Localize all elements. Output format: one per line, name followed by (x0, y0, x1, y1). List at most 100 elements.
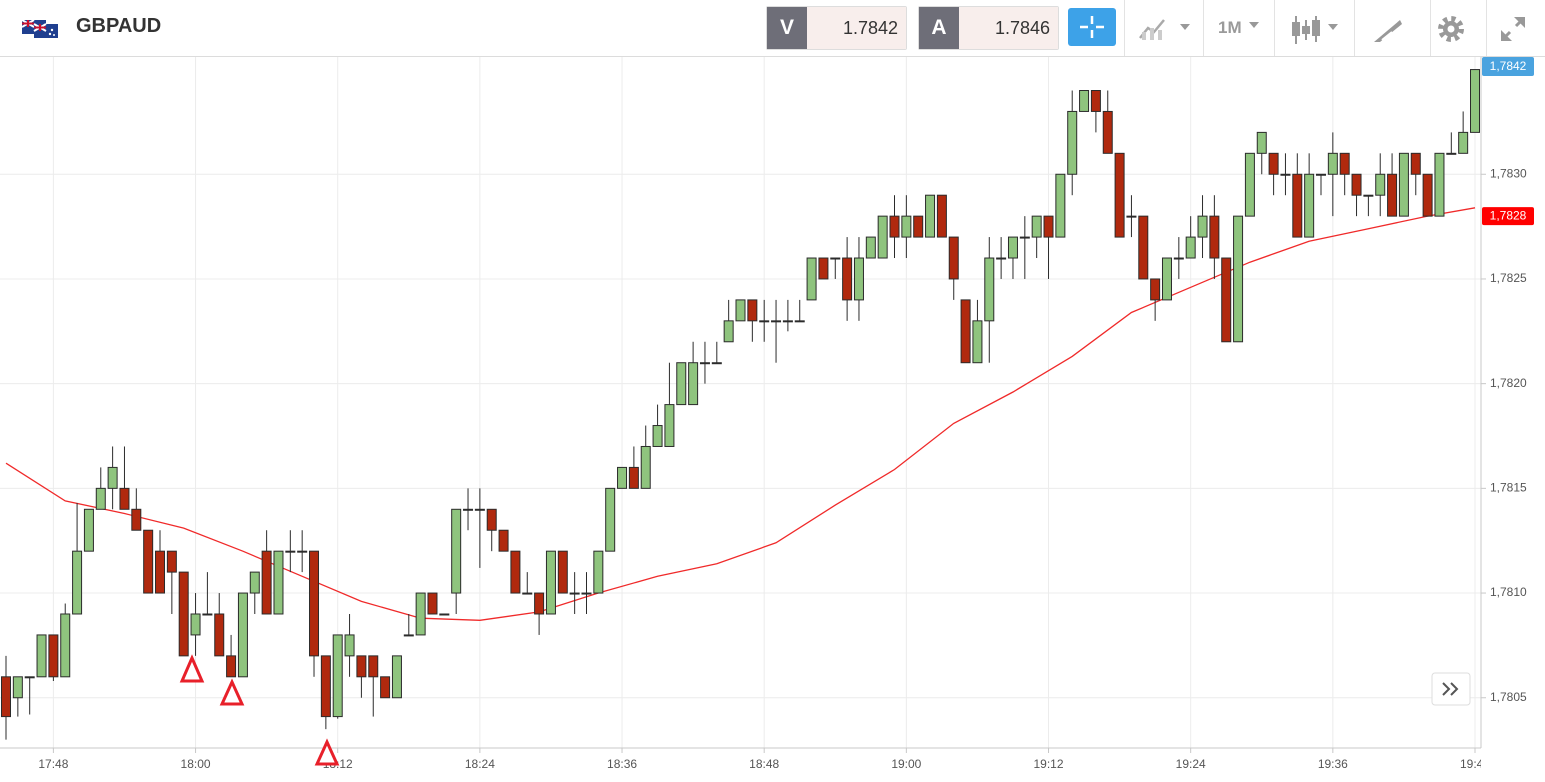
x-tick-label: 18:00 (181, 757, 211, 771)
bid-price: 1.7842 (807, 7, 906, 49)
candle-body (830, 257, 841, 260)
candle-body (178, 571, 189, 657)
candle-body (1233, 215, 1244, 343)
settings-button[interactable] (1436, 14, 1466, 44)
candle-body (166, 550, 177, 573)
y-tick-label: 1,7805 (1490, 690, 1527, 704)
candle-body (865, 236, 876, 259)
candle-body (320, 655, 331, 718)
candle-body (853, 257, 864, 301)
candle-body (451, 508, 462, 594)
ask-box[interactable]: A 1.7846 (918, 6, 1059, 50)
candle-body (155, 550, 166, 594)
candle-body (273, 550, 284, 615)
crosshair-button[interactable] (1068, 8, 1116, 46)
ask-label: A (919, 7, 959, 49)
candle-body (984, 257, 995, 322)
candle-body (474, 508, 485, 511)
timeframe-button[interactable]: 1M (1218, 18, 1242, 37)
candle-body (782, 320, 793, 323)
signal-marker (179, 654, 205, 683)
candle-body (72, 550, 83, 615)
x-tick-label: 18:48 (749, 757, 779, 771)
candle-body (1185, 236, 1196, 259)
candle-body (688, 362, 699, 406)
y-tick-label: 1,7825 (1490, 271, 1527, 285)
candle-body (877, 215, 888, 259)
candle-body (1446, 152, 1457, 155)
candle-type-button[interactable] (1290, 14, 1346, 46)
y-axis: 1,7805 1,7810 1,7815 1,7820 1,7825 1,7830 1,78… (1481, 166, 1534, 704)
candle-body (1280, 173, 1291, 176)
candle-body (1, 676, 11, 718)
candle-body (735, 299, 746, 322)
y-tick-label: 1,7815 (1490, 481, 1527, 495)
candle-body (131, 508, 142, 531)
candle-body (249, 571, 260, 594)
candle-body (711, 362, 722, 365)
candle-body (297, 550, 308, 553)
x-tick-label: 19:48 (1460, 757, 1490, 771)
candle-body (427, 592, 438, 615)
candle-body (1079, 90, 1090, 112)
candle-body (889, 215, 900, 238)
candle-body (1315, 173, 1326, 176)
candle-body (143, 529, 154, 594)
scroll-button[interactable] (1431, 672, 1471, 706)
flag-icon (22, 20, 58, 38)
candle-body (972, 320, 983, 364)
candle-body (356, 655, 367, 678)
separator (1203, 0, 1204, 56)
candles (1, 69, 1480, 740)
candle-body (498, 529, 509, 552)
bid-box[interactable]: V 1.7842 (766, 6, 907, 50)
signal-marker (314, 738, 340, 766)
candle-body (534, 592, 545, 615)
candle-body (1422, 173, 1433, 217)
candle-body (1197, 215, 1208, 238)
ma-price-marker (1482, 207, 1534, 226)
candle-body (1031, 215, 1042, 238)
candle-body (486, 508, 497, 531)
candle-body (628, 466, 639, 489)
last-price-marker (1482, 57, 1534, 76)
last-price-label: 1,7842 (1490, 59, 1527, 73)
candle-body (1138, 215, 1149, 280)
candle-body (1351, 173, 1362, 196)
candle-body (605, 487, 616, 552)
grid (0, 57, 1481, 748)
axes: 17:4818:0018:1218:2418:3618:4819:0019:12… (38, 748, 1490, 771)
candle-body (226, 655, 237, 678)
candle-body (1019, 236, 1030, 239)
candle-body (557, 550, 568, 594)
fullscreen-button[interactable] (1498, 14, 1528, 44)
candle-body (1339, 152, 1350, 175)
candle-body (806, 257, 817, 301)
candle-body (925, 194, 936, 238)
candle-body (1161, 257, 1172, 301)
candle-body (593, 550, 604, 594)
bid-label: V (767, 7, 807, 49)
x-tick-label: 19:00 (891, 757, 921, 771)
candle-body (368, 655, 379, 678)
candle-body (95, 487, 106, 510)
candle-body (510, 550, 521, 594)
candle-body (48, 634, 59, 678)
candle-body (391, 655, 402, 699)
candle-body (1090, 90, 1101, 112)
candle-body (581, 592, 592, 595)
candle-body (1398, 152, 1409, 217)
separator (1430, 0, 1431, 56)
candle-body (699, 362, 710, 365)
candle-body (1221, 257, 1232, 343)
dropdown-arrow (1249, 22, 1259, 28)
chart-type-button[interactable] (1138, 16, 1194, 42)
drawing-tool-button[interactable] (1372, 14, 1404, 44)
candle-body (1173, 257, 1184, 260)
candle-body (1114, 152, 1125, 238)
candle-body (439, 613, 450, 616)
candle-body (1209, 215, 1220, 259)
x-tick-label: 17:48 (38, 757, 68, 771)
candle-body (842, 257, 853, 301)
